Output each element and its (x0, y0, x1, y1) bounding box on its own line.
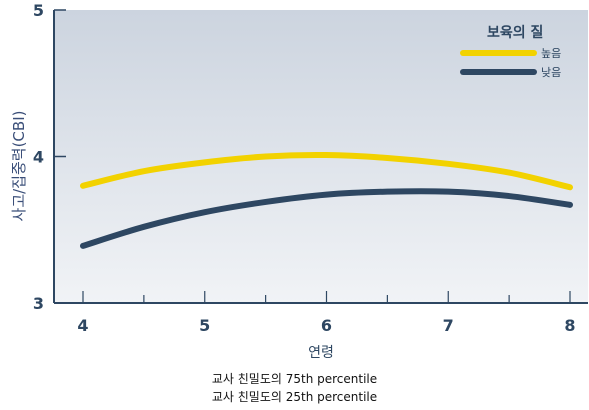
x-axis-label: 연령 (308, 345, 334, 361)
y-tick-label: 5 (33, 1, 44, 20)
x-tick-label: 6 (321, 316, 332, 335)
x-tick-label: 4 (77, 316, 88, 335)
y-tick-label: 3 (33, 294, 44, 313)
x-tick-label: 8 (564, 316, 575, 335)
series-line-high (80, 151, 573, 191)
x-tick-label: 5 (199, 316, 210, 335)
y-ticks: 3 4 5 (33, 1, 66, 313)
footnote-25th: 교사 친밀도의 25th percentile (211, 390, 378, 404)
legend-title: 보육의 질 (487, 24, 543, 41)
legend-label-high: 높음 (541, 47, 561, 60)
x-ticks: 4 5 6 7 8 (77, 291, 576, 335)
legend: 보육의 질 높음 낮음 (460, 24, 561, 79)
series-lines (80, 151, 573, 249)
x-tick-label: 7 (443, 316, 454, 335)
legend-label-low: 낮음 (541, 66, 561, 79)
footnote-75th: 교사 친밀도의 75th percentile (211, 372, 378, 386)
y-tick-label: 4 (33, 148, 44, 167)
series-line-low (80, 188, 573, 249)
y-axis-label: 사고/집중력(CBI) (10, 111, 28, 222)
